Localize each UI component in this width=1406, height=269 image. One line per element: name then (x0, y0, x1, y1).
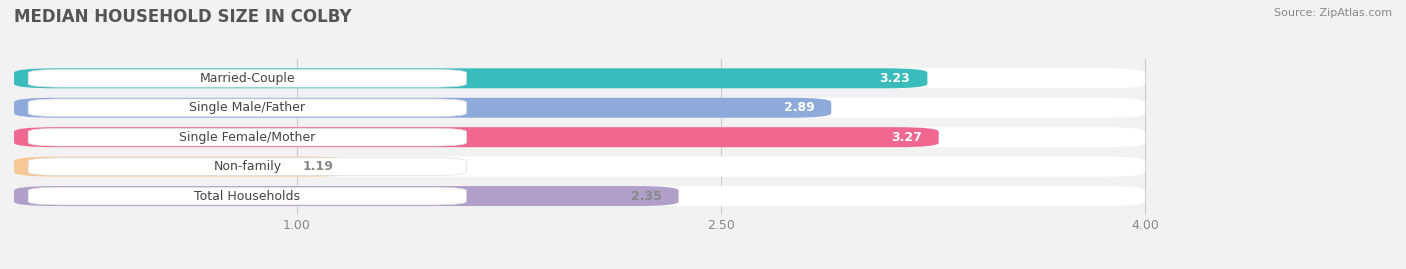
Text: Total Households: Total Households (194, 190, 301, 203)
Text: 3.27: 3.27 (891, 131, 922, 144)
Text: Married-Couple: Married-Couple (200, 72, 295, 85)
FancyBboxPatch shape (14, 98, 1144, 118)
FancyBboxPatch shape (14, 157, 1144, 177)
FancyBboxPatch shape (14, 68, 1144, 88)
FancyBboxPatch shape (14, 157, 350, 177)
FancyBboxPatch shape (14, 127, 1144, 147)
Text: Single Male/Father: Single Male/Father (190, 101, 305, 114)
FancyBboxPatch shape (28, 158, 467, 175)
Text: Single Female/Mother: Single Female/Mother (179, 131, 315, 144)
Text: 3.23: 3.23 (880, 72, 911, 85)
FancyBboxPatch shape (14, 98, 831, 118)
FancyBboxPatch shape (28, 69, 467, 87)
Text: MEDIAN HOUSEHOLD SIZE IN COLBY: MEDIAN HOUSEHOLD SIZE IN COLBY (14, 8, 352, 26)
FancyBboxPatch shape (28, 128, 467, 146)
Text: Non-family: Non-family (214, 160, 281, 173)
Text: Source: ZipAtlas.com: Source: ZipAtlas.com (1274, 8, 1392, 18)
FancyBboxPatch shape (14, 186, 679, 206)
Text: 2.89: 2.89 (783, 101, 814, 114)
FancyBboxPatch shape (28, 187, 467, 205)
Text: 1.19: 1.19 (302, 160, 333, 173)
FancyBboxPatch shape (28, 99, 467, 116)
Text: 2.35: 2.35 (631, 190, 662, 203)
FancyBboxPatch shape (14, 127, 939, 147)
FancyBboxPatch shape (14, 68, 928, 88)
FancyBboxPatch shape (14, 186, 1144, 206)
